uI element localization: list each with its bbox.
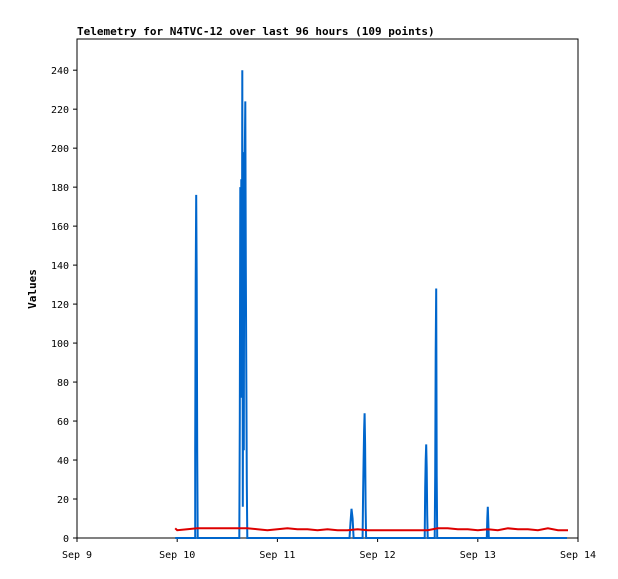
y-tick-label: 100 xyxy=(51,339,69,350)
y-tick-label: 80 xyxy=(57,378,69,389)
y-tick-label: 140 xyxy=(51,261,69,272)
y-tick-label: 0 xyxy=(63,534,69,545)
y-axis-label: Values xyxy=(26,269,39,309)
x-axis: Sep 9 Sep 10 Sep 11 Sep 12 Sep 13 Sep 14 xyxy=(62,538,596,561)
series-layer xyxy=(174,70,568,539)
x-tick-label: Sep 13 xyxy=(460,550,496,561)
y-tick-label: 120 xyxy=(51,300,69,311)
y-tick-label: 240 xyxy=(51,66,69,77)
chart-title: Telemetry for N4TVC-12 over last 96 hour… xyxy=(77,25,435,38)
y-tick-label: 20 xyxy=(57,495,69,506)
series-red-line xyxy=(174,527,568,532)
x-tick-label: Sep 11 xyxy=(259,550,295,561)
x-tick-label: Sep 12 xyxy=(360,550,396,561)
y-tick-label: 160 xyxy=(51,222,69,233)
y-tick-label: 40 xyxy=(57,456,69,467)
y-tick-label: 60 xyxy=(57,417,69,428)
x-tick-label: Sep 10 xyxy=(159,550,195,561)
plot-frame xyxy=(76,38,579,539)
y-tick-label: 200 xyxy=(51,144,69,155)
x-tick-label: Sep 14 xyxy=(560,550,596,561)
y-axis: 0 20 40 60 80 100 120 140 160 180 200 220 240 xyxy=(51,66,77,545)
x-tick-label: Sep 9 xyxy=(62,550,92,561)
y-tick-label: 220 xyxy=(51,105,69,116)
y-tick-label: 180 xyxy=(51,183,69,194)
series-blue-line xyxy=(175,70,567,539)
